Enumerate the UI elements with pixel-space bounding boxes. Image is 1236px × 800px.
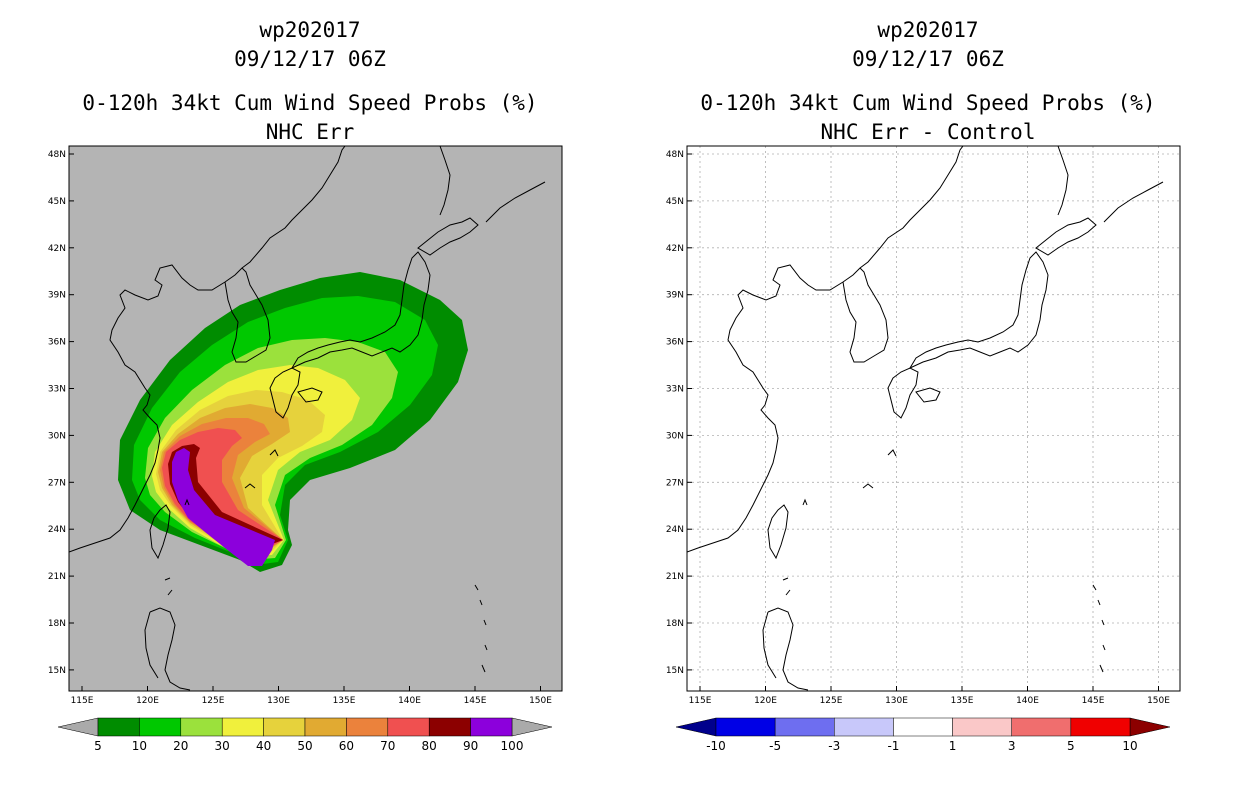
colorbar-swatch <box>893 717 953 737</box>
right-subtitle: NHC Err - Control <box>820 120 1036 144</box>
lon-tick-label: 135E <box>951 696 974 706</box>
lat-tick-label: 36N <box>666 338 684 348</box>
right-axes: 115E 120E 125E 130E 135E 140E 145E 150E 48N 45N 42… <box>666 150 1170 706</box>
lat-tick-label: 30N <box>666 431 684 441</box>
colorbar-low-triangle <box>675 717 717 737</box>
lat-tick-label: 18N <box>666 619 684 629</box>
colorbar-label: -5 <box>769 739 781 753</box>
lon-tick-label: 115E <box>71 696 94 706</box>
lat-tick-label: 36N <box>48 338 66 348</box>
colorbar-label: 70 <box>380 739 395 753</box>
colorbar-label: 5 <box>94 739 102 753</box>
lon-tick-label: 120E <box>754 696 777 706</box>
colorbar-label: 60 <box>339 739 354 753</box>
colorbar-swatch <box>1011 717 1072 737</box>
colorbar-label: 1 <box>949 739 957 753</box>
lat-tick-label: 45N <box>666 197 684 207</box>
lat-tick-label: 27N <box>48 478 66 488</box>
left-axes: 115E 120E 125E 130E 135E 140E 145E 150E 48N 45N 42… <box>48 150 552 706</box>
colorbar-label: -1 <box>887 739 899 753</box>
colorbar-swatch <box>346 717 389 737</box>
colorbar-swatch <box>834 717 894 737</box>
left-storm-id: wp202017 <box>259 18 361 42</box>
lon-tick-label: 145E <box>464 696 487 706</box>
colorbar-swatch <box>387 717 430 737</box>
colorbar-label: 20 <box>173 739 188 753</box>
colorbar-swatch <box>428 717 471 737</box>
colorbar-high-triangle <box>511 717 553 737</box>
colorbar-label: 40 <box>256 739 271 753</box>
colorbar-swatch <box>304 717 347 737</box>
lon-tick-label: 140E <box>398 696 421 706</box>
lon-tick-label: 140E <box>1016 696 1039 706</box>
colorbar-swatch <box>180 717 223 737</box>
lon-tick-label: 130E <box>885 696 908 706</box>
lat-tick-label: 48N <box>48 150 66 160</box>
lat-tick-label: 24N <box>48 525 66 535</box>
right-colorbar: -10 -5 -3 -1 1 3 5 10 <box>675 717 1171 753</box>
left-subtitle: NHC Err <box>265 120 355 144</box>
colorbar-label: 10 <box>1122 739 1137 753</box>
lat-tick-label: 33N <box>666 385 684 395</box>
lat-tick-label: 30N <box>48 431 66 441</box>
lon-tick-label: 150E <box>1147 696 1170 706</box>
lat-tick-label: 27N <box>666 478 684 488</box>
lon-tick-label: 120E <box>136 696 159 706</box>
colorbar-label: 80 <box>422 739 437 753</box>
colorbar-swatch <box>263 717 306 737</box>
colorbar-swatch <box>470 717 513 737</box>
colorbar-swatch <box>97 717 140 737</box>
lat-tick-label: 21N <box>48 572 66 582</box>
lat-tick-label: 42N <box>48 244 66 254</box>
lat-tick-label: 39N <box>666 291 684 301</box>
lon-tick-label: 135E <box>333 696 356 706</box>
colorbar-label: 50 <box>297 739 312 753</box>
colorbar-swatch <box>952 717 1012 737</box>
colorbar-label: -3 <box>828 739 840 753</box>
lat-tick-label: 24N <box>666 525 684 535</box>
lon-tick-label: 150E <box>529 696 552 706</box>
lat-tick-label: 15N <box>48 666 66 676</box>
lat-tick-label: 33N <box>48 385 66 395</box>
prob-band-core <box>172 448 275 566</box>
lat-tick-label: 48N <box>666 150 684 160</box>
colorbar-label: 90 <box>463 739 478 753</box>
right-map-background <box>687 146 1180 691</box>
right-title: 0-120h 34kt Cum Wind Speed Probs (%) <box>700 91 1156 115</box>
colorbar-label: 3 <box>1008 739 1016 753</box>
left-colorbar: 5 10 20 30 40 50 60 70 80 90 100 <box>57 717 553 753</box>
right-difference-map <box>687 146 1180 691</box>
lon-tick-label: 115E <box>689 696 712 706</box>
lat-tick-label: 18N <box>48 619 66 629</box>
colorbar-swatch <box>774 717 835 737</box>
lat-tick-label: 21N <box>666 572 684 582</box>
colorbar-low-triangle <box>57 717 99 737</box>
colorbar-swatch <box>139 717 182 737</box>
right-storm-id: wp202017 <box>877 18 979 42</box>
lat-tick-label: 42N <box>666 244 684 254</box>
colorbar-label: 30 <box>215 739 230 753</box>
lon-tick-label: 130E <box>267 696 290 706</box>
colorbar-label: -10 <box>706 739 726 753</box>
lat-tick-label: 39N <box>48 291 66 301</box>
lat-tick-label: 15N <box>666 666 684 676</box>
lon-tick-label: 145E <box>1082 696 1105 706</box>
right-map-frame <box>686 145 1181 692</box>
lon-tick-label: 125E <box>202 696 225 706</box>
left-title: 0-120h 34kt Cum Wind Speed Probs (%) <box>82 91 538 115</box>
lon-tick-label: 125E <box>820 696 843 706</box>
colorbar-high-triangle <box>1129 717 1171 737</box>
left-map-frame <box>68 145 563 692</box>
lat-tick-label: 45N <box>48 197 66 207</box>
colorbar-swatch <box>221 717 264 737</box>
left-datetime: 09/12/17 06Z <box>234 47 386 71</box>
colorbar-label: 10 <box>132 739 147 753</box>
colorbar-label: 100 <box>501 739 524 753</box>
left-probability-contours <box>69 146 546 691</box>
colorbar-label: 5 <box>1067 739 1075 753</box>
colorbar-swatch <box>1070 717 1131 737</box>
colorbar-swatch <box>715 717 776 737</box>
right-datetime: 09/12/17 06Z <box>852 47 1004 71</box>
